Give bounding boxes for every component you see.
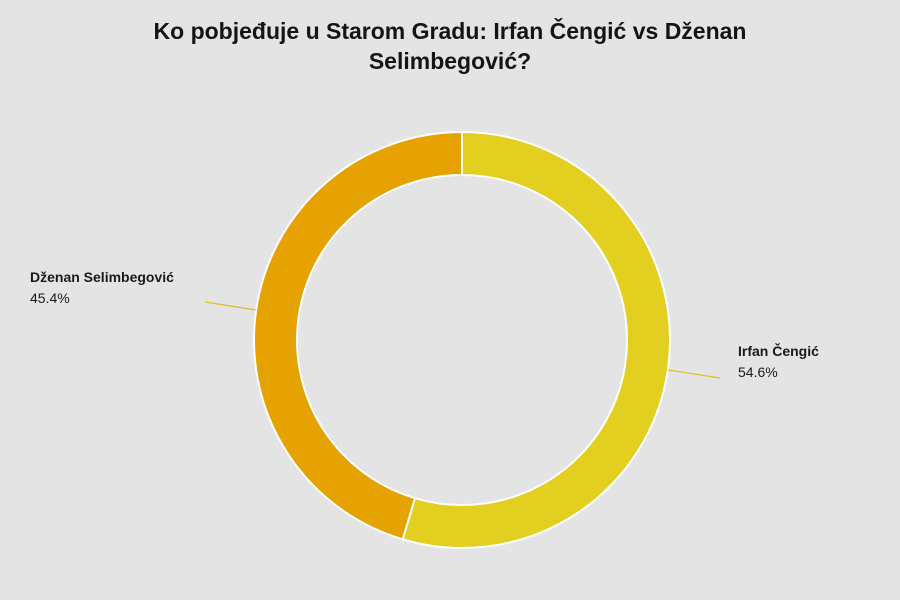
slice-value-irfan-cengic: 54.6% <box>738 364 778 380</box>
leader-line-dzenan-selimbegovic <box>204 301 257 311</box>
slice-dzenan-selimbegovic <box>253 130 463 541</box>
leader-lines-group <box>204 301 721 379</box>
leader-line-irfan-cengic <box>667 369 721 379</box>
slice-label-dzenan-selimbegovic: Dženan Selimbegović <box>30 269 174 285</box>
labels-group: Irfan Čengić 54.6% Dženan Selimbegović 45.4… <box>30 269 819 380</box>
chart-title: Ko pobjeđuje u Starom Gradu: Irfan Čengi… <box>153 18 747 74</box>
slice-irfan-cengic <box>401 130 671 549</box>
slice-label-irfan-cengic: Irfan Čengić <box>738 342 819 359</box>
slice-value-dzenan-selimbegovic: 45.4% <box>30 290 70 306</box>
slices-group <box>253 130 671 549</box>
